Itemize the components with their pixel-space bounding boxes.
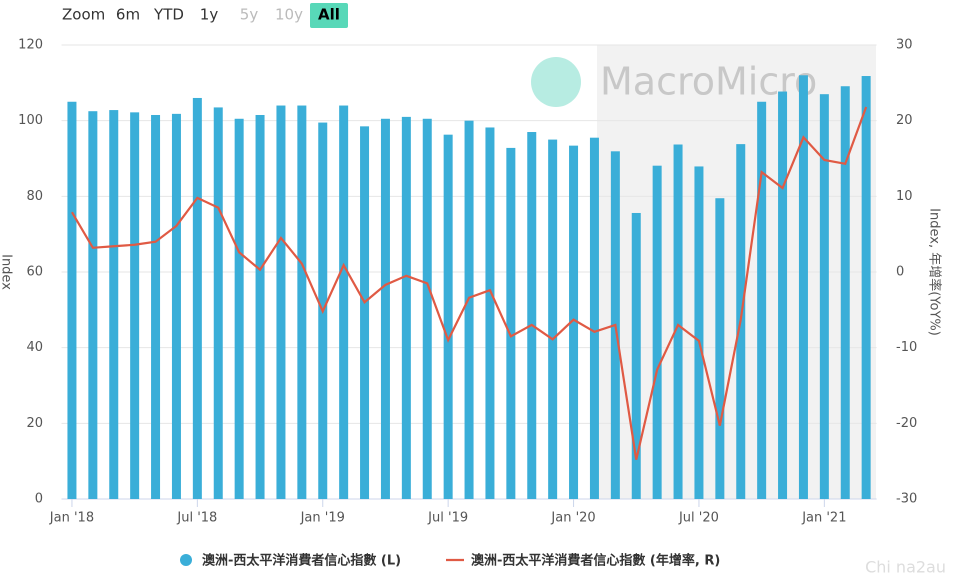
legend-label[interactable]: 澳洲-西太平洋消費者信心指數 (年增率, R) bbox=[471, 553, 720, 569]
bar bbox=[109, 110, 119, 499]
legend-label[interactable]: 澳洲-西太平洋消費者信心指數 (L) bbox=[202, 553, 401, 569]
bar bbox=[861, 76, 871, 500]
y2-tick-label: 10 bbox=[896, 189, 913, 204]
bar bbox=[276, 105, 286, 500]
bar bbox=[443, 134, 453, 500]
y-tick-label: 100 bbox=[18, 113, 43, 128]
y-tick-label: 60 bbox=[26, 265, 43, 280]
zoom-button[interactable]: All bbox=[318, 6, 340, 24]
y-tick-label: 80 bbox=[26, 189, 43, 204]
bar bbox=[778, 91, 788, 499]
bar bbox=[631, 212, 641, 500]
corner-watermark: Chi na2au bbox=[865, 558, 946, 577]
bar bbox=[673, 144, 683, 500]
y2-tick-label: -30 bbox=[896, 492, 917, 507]
bar bbox=[88, 111, 98, 499]
bar bbox=[234, 118, 244, 500]
bar bbox=[360, 126, 370, 499]
bar bbox=[485, 127, 495, 499]
bar bbox=[192, 97, 202, 499]
bar bbox=[255, 114, 265, 499]
bar bbox=[213, 107, 223, 500]
bar bbox=[339, 105, 349, 500]
bar bbox=[819, 94, 829, 499]
bar bbox=[67, 101, 77, 499]
y2-tick-label: -10 bbox=[896, 340, 917, 355]
y-axis-title: Index bbox=[0, 254, 14, 290]
x-tick-label: Jan '20 bbox=[550, 511, 595, 526]
bar bbox=[715, 198, 725, 499]
x-tick-label: Jan '18 bbox=[49, 511, 94, 526]
y-tick-label: 40 bbox=[26, 340, 43, 355]
y2-tick-label: 30 bbox=[896, 38, 913, 53]
x-tick-label: Jan '19 bbox=[300, 511, 345, 526]
bar bbox=[151, 114, 161, 499]
y2-tick-label: 20 bbox=[896, 113, 913, 128]
watermark-logo bbox=[531, 57, 581, 107]
x-tick-label: Jul '20 bbox=[678, 511, 719, 526]
x-tick-label: Jul '18 bbox=[176, 511, 217, 526]
bar bbox=[527, 132, 537, 499]
bar bbox=[840, 86, 850, 499]
bar bbox=[757, 101, 767, 499]
bar bbox=[464, 120, 474, 500]
bar bbox=[171, 113, 181, 500]
zoom-button[interactable]: YTD bbox=[153, 6, 184, 24]
bar bbox=[401, 116, 411, 499]
bar bbox=[569, 145, 579, 500]
x-tick-label: Jan '21 bbox=[801, 511, 846, 526]
zoom-button[interactable]: 5y bbox=[240, 6, 259, 24]
y-tick-label: 120 bbox=[18, 38, 43, 53]
zoom-button[interactable]: 10y bbox=[275, 6, 303, 24]
zoom-button-bg[interactable] bbox=[310, 3, 348, 28]
y-tick-label: 20 bbox=[26, 416, 43, 431]
bar bbox=[130, 112, 140, 500]
y2-tick-label: 0 bbox=[896, 265, 904, 280]
bar bbox=[297, 105, 307, 500]
bar bbox=[798, 75, 808, 500]
zoom-button[interactable]: 1y bbox=[200, 6, 219, 24]
x-tick-label: Jul '19 bbox=[427, 511, 468, 526]
bar bbox=[694, 166, 704, 499]
y2-axis-title: Index, 年增率(YoY%) bbox=[927, 208, 943, 336]
bar bbox=[422, 118, 432, 500]
bar bbox=[589, 137, 599, 500]
y-tick-label: 0 bbox=[35, 492, 43, 507]
y2-tick-label: -20 bbox=[896, 416, 917, 431]
bar bbox=[548, 139, 558, 500]
bar bbox=[652, 165, 662, 499]
line bbox=[71, 106, 868, 460]
zoom-label: Zoom bbox=[62, 6, 105, 24]
bar bbox=[506, 147, 516, 499]
legend-marker[interactable] bbox=[180, 554, 192, 566]
bar bbox=[380, 118, 390, 500]
zoom-button[interactable]: 6m bbox=[116, 6, 140, 24]
